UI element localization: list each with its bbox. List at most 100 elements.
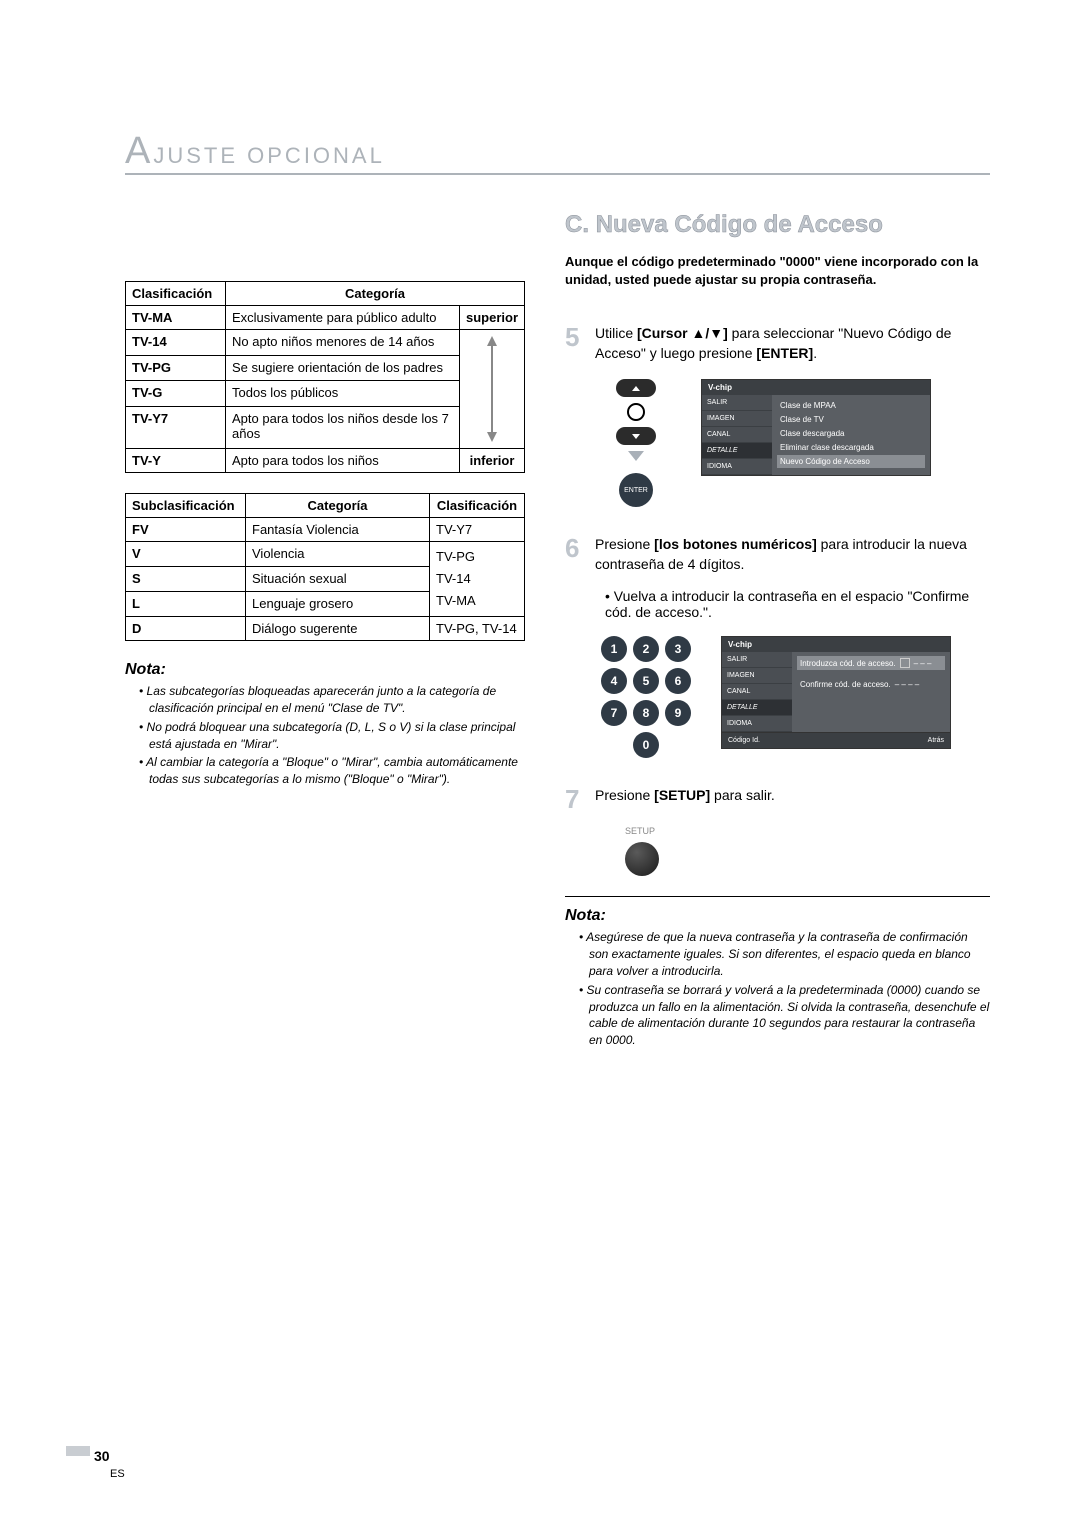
step6-sub-item: Vuelva a introducir la contraseña en el … <box>605 588 990 620</box>
code-box-icon <box>900 658 910 668</box>
t1-level-top: superior <box>459 306 524 330</box>
setup-button-icon <box>625 842 659 876</box>
subclassification-table: Subclasificación Categoría Clasificación… <box>125 493 525 641</box>
t2-r0-c2: TV-Y7 <box>430 518 525 542</box>
numkey-1-icon: 1 <box>601 636 627 662</box>
step6-sub: Vuelva a introducir la contraseña en el … <box>605 588 990 620</box>
t2-col2: Clasificación <box>430 494 525 518</box>
step7-text: Presione [SETUP] para salir. <box>595 786 990 812</box>
page-header: A JUSTE OPCIONAL <box>125 130 990 175</box>
osd1-item-2: Clase descargada <box>777 427 925 440</box>
left-column: Clasificación Categoría TV-MA Exclusivam… <box>125 211 525 1051</box>
osd2-side-imagen: IMAGEN <box>722 668 792 684</box>
osd2-side-salir: SALIR <box>722 652 792 668</box>
osd-side-canal: CANAL <box>702 427 772 443</box>
t1-r5-cat: Apto para todos los niños <box>226 449 460 473</box>
intro-text: Aunque el código predeterminado "0000" v… <box>565 253 990 288</box>
t1-r3-cat: Todos los públicos <box>226 381 460 407</box>
t2-col1: Categoría <box>246 494 430 518</box>
step5-text: Utilice [Cursor ▲/▼] para seleccionar "N… <box>595 324 990 363</box>
t1-r0-cat: Exclusivamente para público adulto <box>226 306 460 330</box>
t2-r0-c1: Fantasía Violencia <box>246 518 430 542</box>
arrow-cell <box>459 330 524 449</box>
step6-text: Presione [los botones numéricos] para in… <box>595 535 990 574</box>
nota-left-item-2: Al cambiar la categoría a "Bloque" o "Mi… <box>139 754 525 788</box>
t2-merged-class: TV-PG TV-14 TV-MA <box>430 542 525 617</box>
osd2-row2: Confirme cód. de acceso. – – – – <box>797 678 945 691</box>
cursor-up-icon <box>616 379 656 397</box>
osd1-item-0: Clase de MPAA <box>777 399 925 412</box>
page-tab-icon <box>66 1446 90 1456</box>
osd1-item-4-selected: Nuevo Código de Acceso <box>777 455 925 468</box>
t1-r5-rating: TV-Y <box>126 449 226 473</box>
osd-vchip-menu: V-chip SALIR IMAGEN CANAL DETALLE IDIOMA… <box>701 379 931 476</box>
t2-r4-c0: D <box>126 617 246 641</box>
step-5: 5 Utilice [Cursor ▲/▼] para seleccionar … <box>565 324 990 363</box>
nota-left-title: Nota: <box>125 661 525 679</box>
header-rest: JUSTE OPCIONAL <box>153 143 384 169</box>
numkey-0-icon: 0 <box>633 732 659 758</box>
t2-r4-c1: Diálogo sugerente <box>246 617 430 641</box>
remote-numpad: 1 2 3 4 5 6 7 8 9 0 <box>601 636 691 758</box>
t1-r1-rating: TV-14 <box>126 330 226 356</box>
section-title: C. Nueva Código de Acceso <box>565 211 990 239</box>
nota-left: Nota: Las subcategorías bloqueadas apare… <box>125 661 525 788</box>
osd1-item-3: Eliminar clase descargada <box>777 441 925 454</box>
t1-r2-cat: Se sugiere orientación de los padres <box>226 355 460 381</box>
osd1-sidebar: SALIR IMAGEN CANAL DETALLE IDIOMA <box>702 395 772 475</box>
osd2-main: Introduzca cód. de acceso. – – – Confirm… <box>792 652 950 732</box>
nota-right-item-0: Asegúrese de que la nueva contraseña y l… <box>579 929 990 979</box>
osd-side-imagen: IMAGEN <box>702 411 772 427</box>
chevron-down-icon <box>628 451 644 461</box>
osd2-foot-left: Código Id. <box>728 737 760 744</box>
numkey-2-icon: 2 <box>633 636 659 662</box>
right-column: C. Nueva Código de Acceso Aunque el códi… <box>565 211 990 1051</box>
numkey-9-icon: 9 <box>665 700 691 726</box>
cursor-down-icon <box>616 427 656 445</box>
t1-r4-cat: Apto para todos los niños desde los 7 añ… <box>226 407 460 449</box>
t2-r1-c0: V <box>126 542 246 567</box>
t1-col0: Clasificación <box>126 282 226 306</box>
step6-illustration: 1 2 3 4 5 6 7 8 9 0 V-chip SALIR IMAG <box>601 636 990 758</box>
step5-num: 5 <box>565 324 585 363</box>
numkey-7-icon: 7 <box>601 700 627 726</box>
nota-right-title: Nota: <box>565 907 990 925</box>
osd-side-salir: SALIR <box>702 395 772 411</box>
numkey-5-icon: 5 <box>633 668 659 694</box>
nota-right: Nota: Asegúrese de que la nueva contrase… <box>565 896 990 1049</box>
osd2-footer: Código Id. Atrás <box>722 732 950 748</box>
osd2-foot-right: Atrás <box>928 737 944 744</box>
t2-r0-c0: FV <box>126 518 246 542</box>
header-dropcap: A <box>125 130 151 173</box>
t2-r3-c1: Lenguaje grosero <box>246 592 430 617</box>
numkey-8-icon: 8 <box>633 700 659 726</box>
t2-r3-c0: L <box>126 592 246 617</box>
osd2-side-idioma: IDIOMA <box>722 716 792 732</box>
nota-right-item-1: Su contraseña se borrará y volverá a la … <box>579 982 990 1049</box>
numkey-6-icon: 6 <box>665 668 691 694</box>
osd-side-detalle: DETALLE <box>702 443 772 459</box>
osd-password-entry: V-chip SALIR IMAGEN CANAL DETALLE IDIOMA… <box>721 636 951 749</box>
t2-r2-c0: S <box>126 567 246 592</box>
cursor-center-icon <box>627 403 645 421</box>
osd1-title: V-chip <box>702 380 930 395</box>
osd-side-idioma: IDIOMA <box>702 459 772 475</box>
step-7: 7 Presione [SETUP] para salir. <box>565 786 990 812</box>
classification-table: Clasificación Categoría TV-MA Exclusivam… <box>125 281 525 473</box>
setup-button-illustration: SETUP <box>625 826 990 876</box>
t1-level-bot: inferior <box>459 449 524 473</box>
osd2-side-canal: CANAL <box>722 684 792 700</box>
osd1-item-1: Clase de TV <box>777 413 925 426</box>
step6-num: 6 <box>565 535 585 574</box>
t1-r4-rating: TV-Y7 <box>126 407 226 449</box>
up-down-arrow-icon <box>482 334 502 444</box>
t2-r1-c1: Violencia <box>246 542 430 567</box>
t1-r3-rating: TV-G <box>126 381 226 407</box>
t1-r1-cat: No apto niños menores de 14 años <box>226 330 460 356</box>
step7-num: 7 <box>565 786 585 812</box>
numkey-3-icon: 3 <box>665 636 691 662</box>
t1-col1: Categoría <box>226 282 525 306</box>
page-language: ES <box>110 1468 125 1480</box>
nota-left-item-0: Las subcategorías bloqueadas aparecerán … <box>139 683 525 717</box>
osd2-title: V-chip <box>722 637 950 652</box>
